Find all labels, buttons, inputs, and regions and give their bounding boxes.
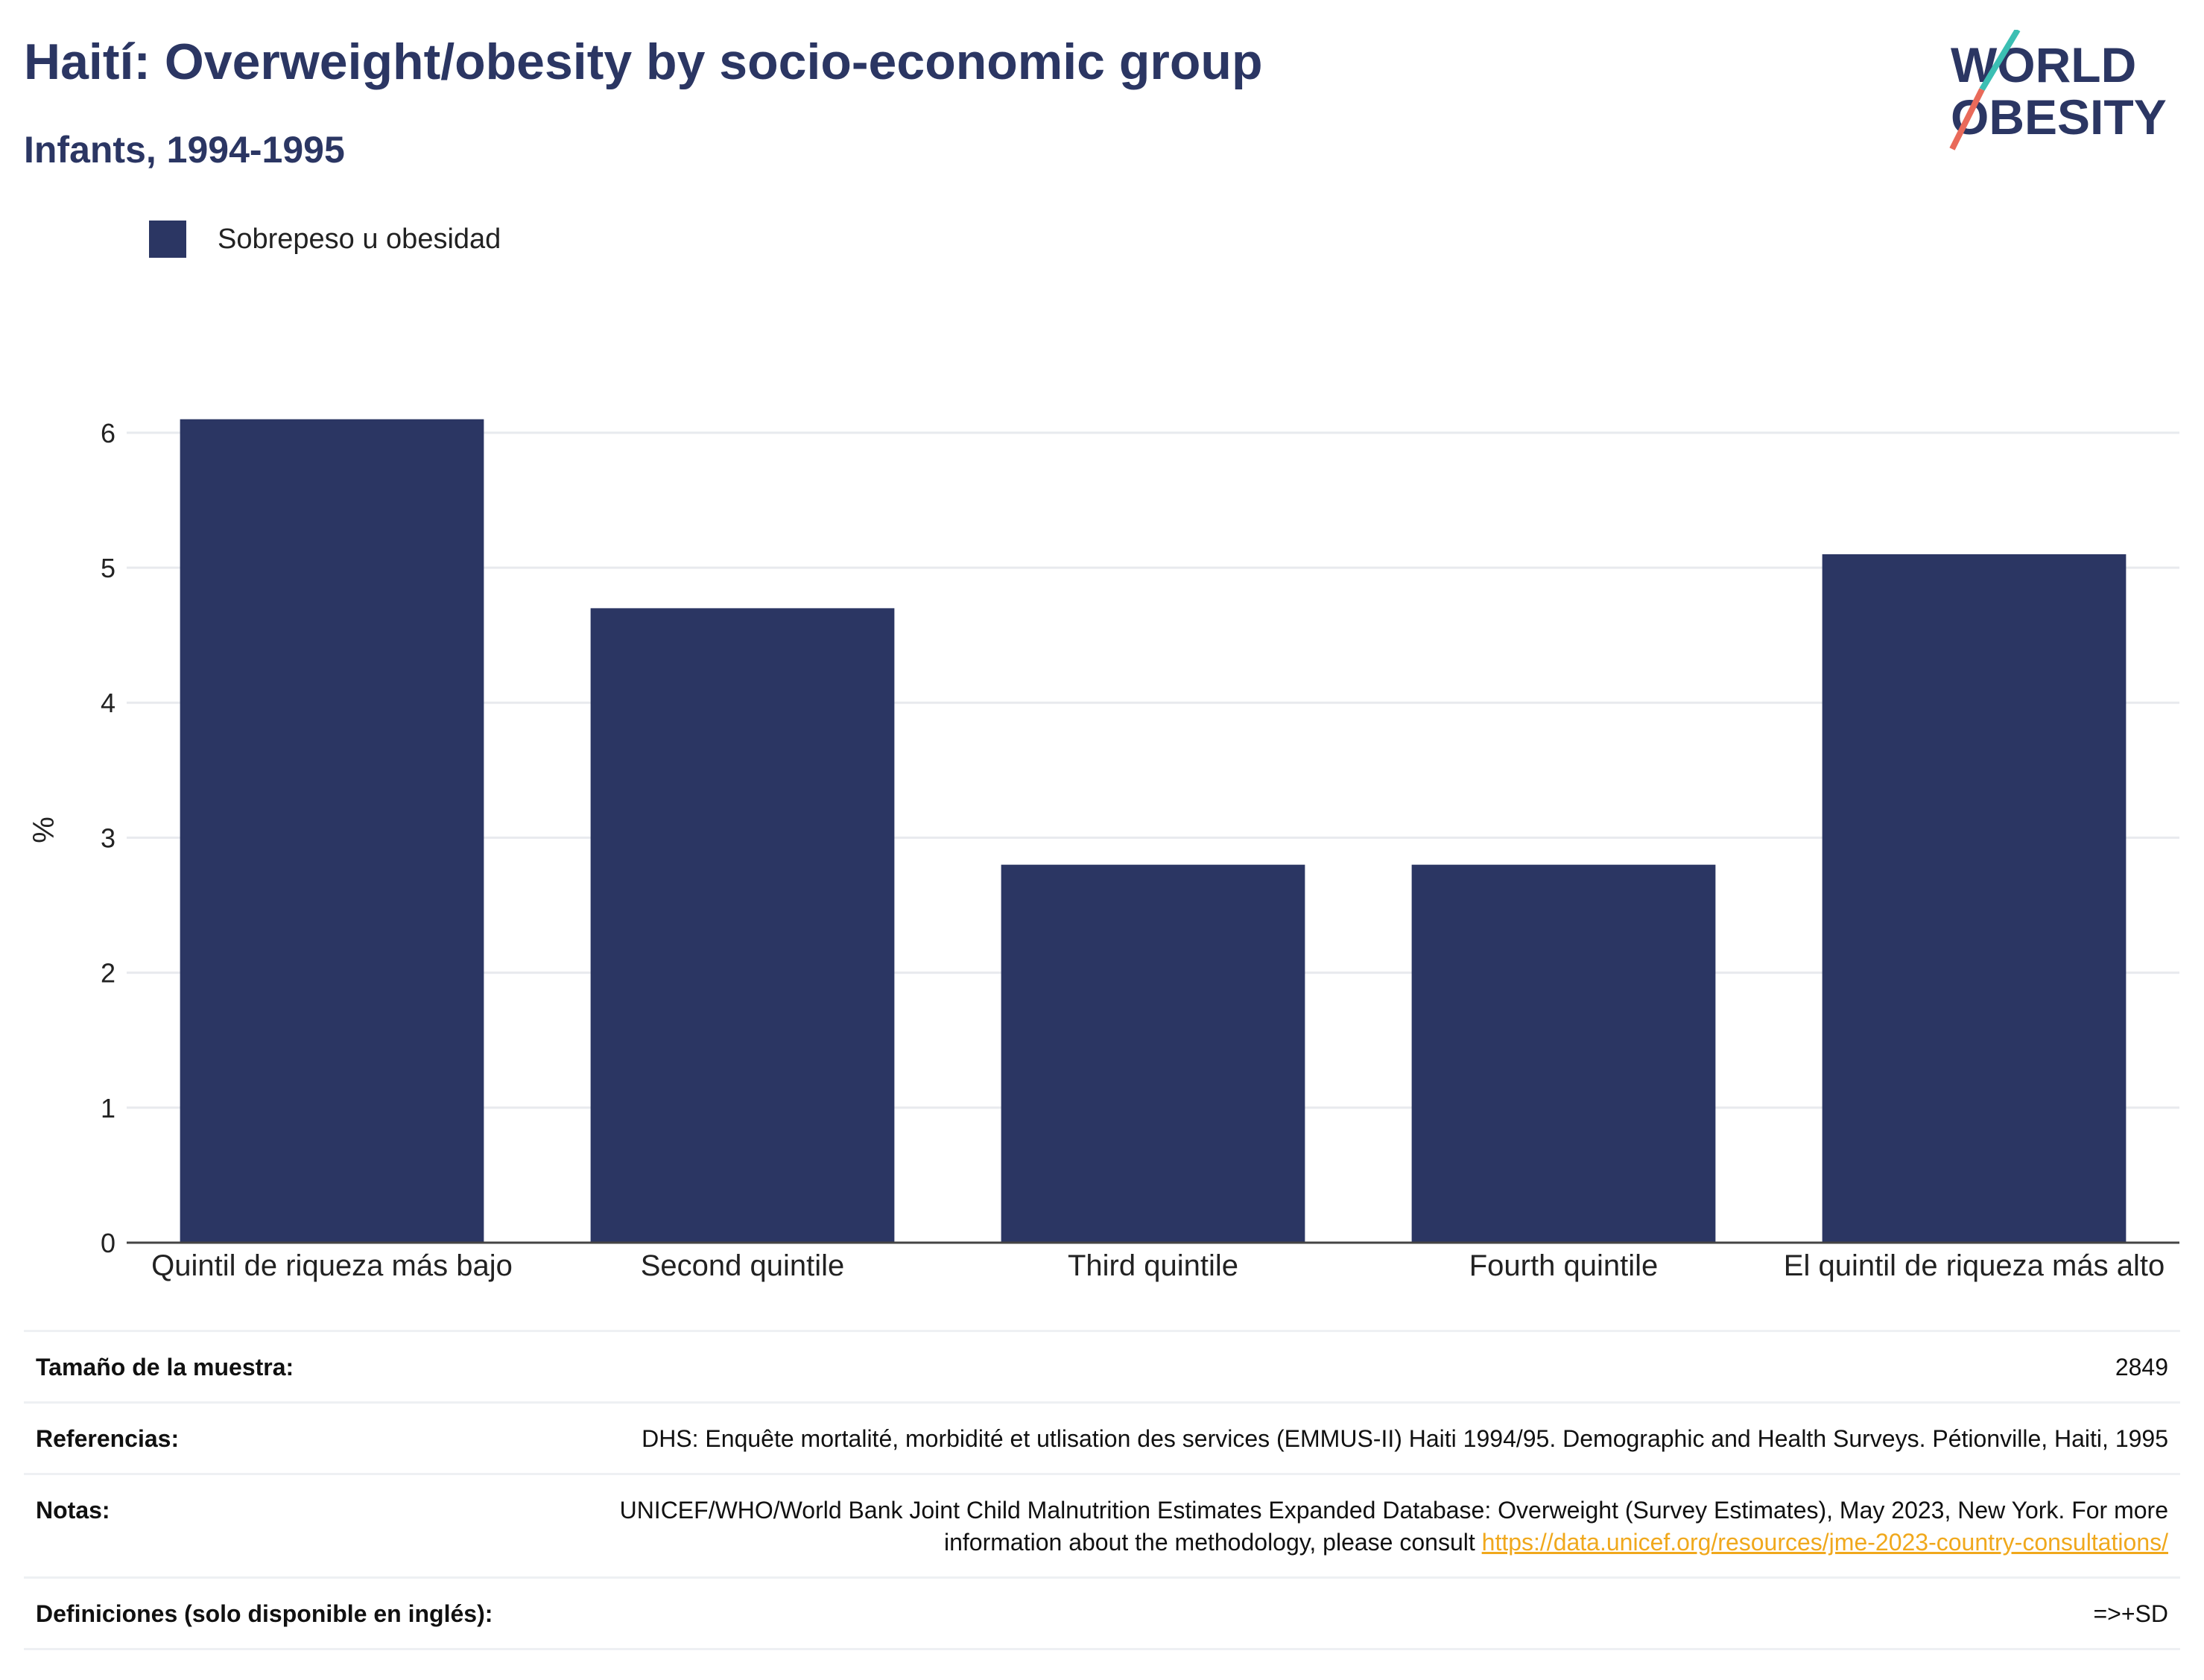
y-tick-label: 2: [101, 958, 115, 989]
world-obesity-logo: WORLD OBESITY: [1949, 30, 2167, 150]
bar: [590, 608, 895, 1243]
definitions-row: Definiciones (solo disponible en inglés)…: [24, 1579, 2180, 1650]
x-tick-label: Quintil de riqueza más bajo: [151, 1249, 513, 1282]
x-tick-label: El quintil de riqueza más alto: [1784, 1249, 2165, 1282]
y-axis-label: %: [28, 817, 60, 843]
y-tick-label: 1: [101, 1093, 115, 1123]
svg-text:OBESITY: OBESITY: [1951, 89, 2167, 145]
references-value: DHS: Enquête mortalité, morbidité et utl…: [642, 1425, 2168, 1452]
chart-title: Haití: Overweight/obesity by socio-econo…: [24, 34, 1263, 90]
bar-chart: 0 1 2 3 4 5 6% Quintil de riqueza más bajo Secon…: [28, 418, 2179, 1282]
legend-swatch: [149, 221, 186, 258]
info-table: Tamaño de la muestra: 2849 Referencias: …: [24, 1330, 2180, 1650]
references-row: Referencias: DHS: Enquête mortalité, mor…: [24, 1404, 2180, 1475]
x-tick-label: Second quintile: [641, 1249, 845, 1282]
legend-label: Sobrepeso u obesidad: [218, 223, 501, 255]
chart-subtitle: Infants, 1994-1995: [24, 129, 345, 171]
x-tick-label: Fourth quintile: [1469, 1249, 1658, 1282]
notes-text: UNICEF/WHO/World Bank Joint Child Malnut…: [619, 1497, 2168, 1556]
y-tick-label: 5: [101, 553, 115, 583]
y-tick-label: 3: [101, 822, 115, 853]
bar: [1001, 864, 1305, 1243]
y-tick-label: 6: [101, 418, 115, 448]
sample-size-row: Tamaño de la muestra: 2849: [24, 1332, 2180, 1404]
y-tick-label: 4: [101, 688, 115, 718]
svg-text:WORLD: WORLD: [1951, 37, 2136, 92]
bar: [180, 419, 484, 1243]
bar: [1411, 864, 1716, 1243]
x-tick-label: Third quintile: [1068, 1249, 1238, 1282]
definitions-value: =>+SD: [2093, 1600, 2168, 1627]
sample-size-label: Tamaño de la muestra:: [36, 1354, 294, 1381]
notes-label: Notas:: [36, 1497, 110, 1524]
references-label: Referencias:: [36, 1425, 180, 1452]
y-tick-label: 0: [101, 1228, 115, 1258]
sample-size-value: 2849: [2115, 1354, 2168, 1381]
notes-link[interactable]: https://data.unicef.org/resources/jme-20…: [1481, 1529, 2168, 1556]
bar: [1822, 554, 2127, 1243]
definitions-label: Definiciones (solo disponible en inglés)…: [36, 1600, 493, 1627]
legend: Sobrepeso u obesidad: [149, 221, 501, 258]
notes-value: UNICEF/WHO/World Bank Joint Child Malnut…: [604, 1494, 2168, 1559]
notes-row: Notas: UNICEF/WHO/World Bank Joint Child…: [24, 1475, 2180, 1579]
